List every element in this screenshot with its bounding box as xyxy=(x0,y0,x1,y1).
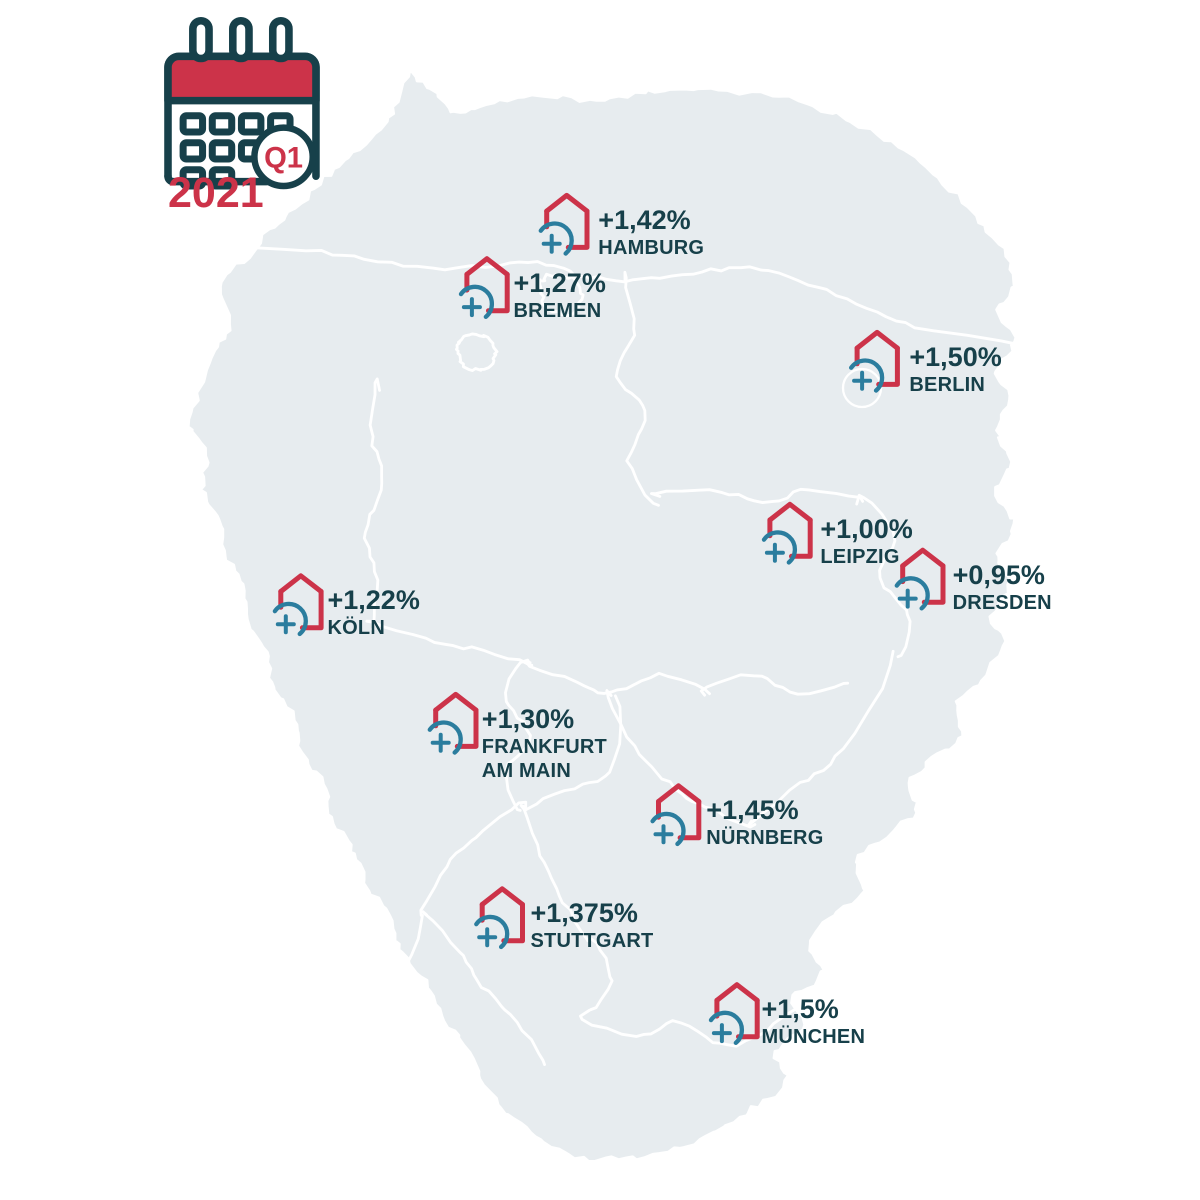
svg-text:2021: 2021 xyxy=(168,169,264,217)
svg-text:Q1: Q1 xyxy=(264,143,303,175)
